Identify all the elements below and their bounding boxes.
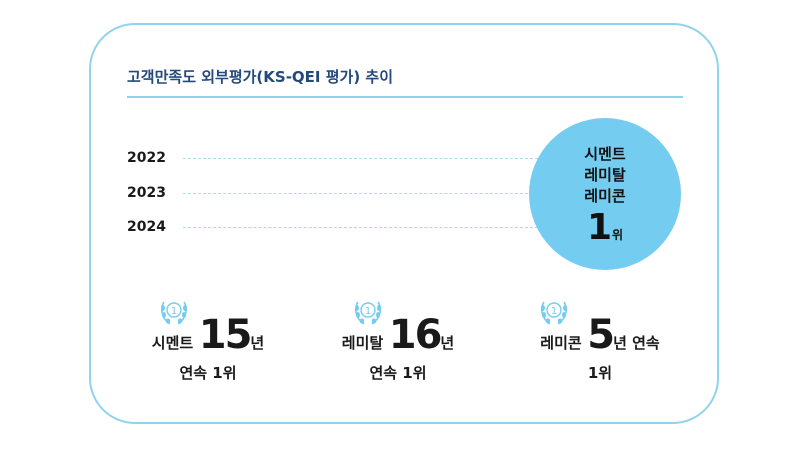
award-suffix: 연속: [626, 334, 660, 352]
year-dashed-line: [183, 193, 543, 194]
highlight-rank: 1위: [529, 208, 681, 248]
award-unit: 년: [440, 334, 455, 352]
award-main-line: 레미탈 16년: [318, 312, 478, 358]
highlight-rank-number: 1: [586, 207, 612, 248]
award-count: 16: [388, 312, 443, 358]
year-row-2022: 2022: [127, 148, 547, 168]
award-main-line: 시멘트 15년: [128, 312, 288, 358]
award-count: 5: [587, 312, 615, 358]
year-row-2024: 2024: [127, 217, 547, 237]
laurel-badge-number: 1: [171, 306, 177, 317]
year-label: 2024: [127, 219, 166, 235]
laurel-icon: 1: [540, 301, 568, 325]
award-subtitle: 연속 1위: [369, 364, 427, 382]
award-name: 시멘트: [151, 334, 194, 352]
laurel-badge-number: 1: [551, 306, 557, 317]
highlight-circle: 시멘트 레미탈 레미콘 1위: [529, 118, 681, 270]
award-count: 15: [198, 312, 253, 358]
year-row-2023: 2023: [127, 183, 547, 203]
year-label: 2023: [127, 185, 166, 201]
laurel-icon: 1: [354, 301, 382, 325]
award-name: 레미탈: [341, 334, 384, 352]
year-dashed-line: [183, 227, 543, 228]
highlight-line-remital: 레미탈: [584, 166, 626, 184]
award-subtitle: 연속 1위: [179, 364, 237, 382]
award-subtitle: 1위: [587, 364, 613, 382]
laurel-badge-number: 1: [365, 306, 371, 317]
award-name: 레미콘: [540, 334, 582, 352]
laurel-icon: 1: [160, 301, 188, 325]
highlight-line-remicon: 레미콘: [584, 187, 626, 205]
year-dashed-line: [183, 158, 543, 159]
year-label: 2022: [127, 150, 166, 166]
highlight-rank-unit: 위: [612, 228, 624, 242]
award-unit: 년: [613, 334, 627, 352]
highlight-line-cement: 시멘트: [584, 145, 626, 163]
award-main-line: 레미콘 5년 연속: [520, 312, 680, 358]
page-title: 고객만족도 외부평가(KS-QEI 평가) 추이: [127, 68, 394, 86]
award-unit: 년: [250, 334, 265, 352]
title-divider: [127, 96, 683, 98]
